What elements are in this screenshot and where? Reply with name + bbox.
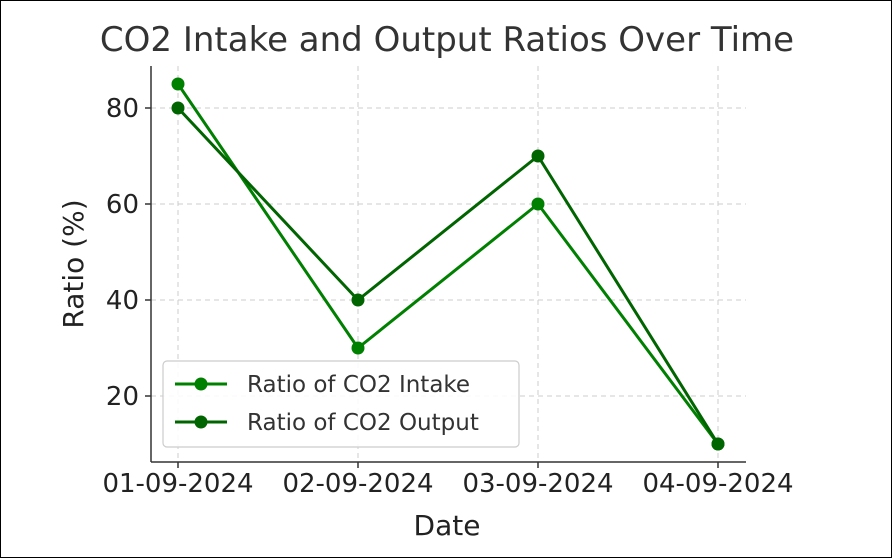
x-axis-label: Date bbox=[414, 509, 481, 542]
series-line-2 bbox=[176, 106, 720, 445]
data-point-series-1 bbox=[171, 77, 185, 91]
data-point-series-1 bbox=[531, 197, 545, 211]
x-tick-label: 01-09-2024 bbox=[102, 469, 253, 499]
data-point-series-2 bbox=[711, 437, 725, 451]
series-line-1 bbox=[176, 83, 720, 445]
legend-marker-1 bbox=[194, 377, 208, 391]
ticks: 01-09-2024 02-09-2024 03-09-2024 04-09-2024… bbox=[102, 94, 793, 499]
y-tick-label: 60 bbox=[106, 190, 139, 220]
x-tick-label: 02-09-2024 bbox=[282, 469, 433, 499]
series bbox=[171, 77, 725, 451]
legend-label-1: Ratio of CO2 Intake bbox=[247, 372, 470, 398]
data-point-series-1 bbox=[351, 341, 365, 355]
x-tick-label: 04-09-2024 bbox=[642, 469, 793, 499]
legend: Ratio of CO2 Intake Ratio of CO2 Output bbox=[162, 360, 520, 448]
x-tick-label: 03-09-2024 bbox=[462, 469, 613, 499]
data-point-series-2 bbox=[531, 149, 545, 163]
legend-marker-2 bbox=[194, 415, 208, 429]
legend-box bbox=[162, 360, 520, 448]
legend-label-2: Ratio of CO2 Output bbox=[247, 410, 479, 436]
y-axis-label: Ratio (%) bbox=[57, 199, 90, 328]
y-tick-label: 40 bbox=[106, 286, 139, 316]
data-point-series-2 bbox=[171, 101, 185, 115]
data-point-series-2 bbox=[351, 293, 365, 307]
y-tick-label: 20 bbox=[106, 382, 139, 412]
chart-title: CO2 Intake and Output Ratios Over Time bbox=[100, 20, 794, 60]
y-tick-label: 80 bbox=[106, 94, 139, 124]
